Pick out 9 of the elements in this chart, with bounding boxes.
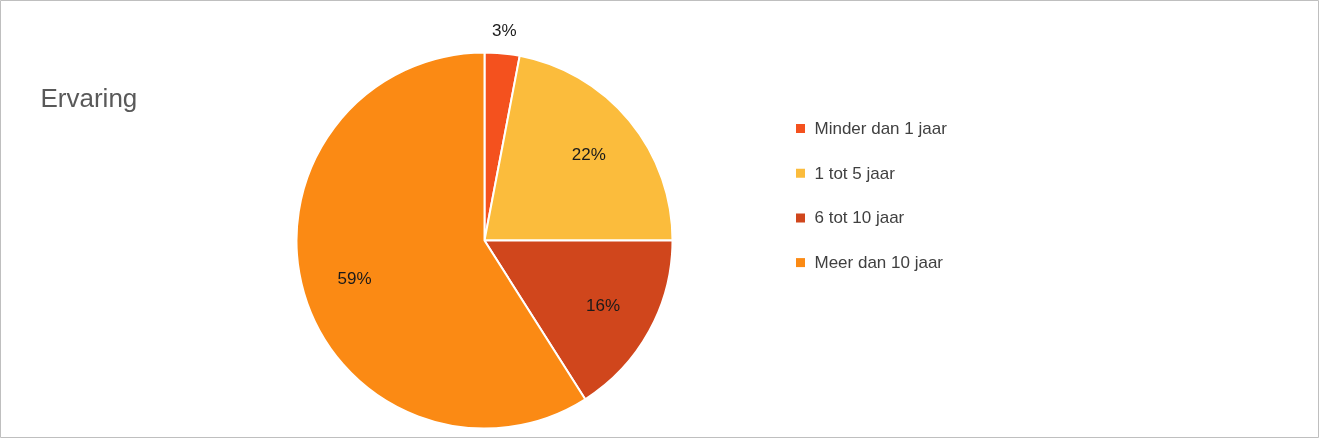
data-label: 16% bbox=[586, 296, 621, 316]
data-label: 22% bbox=[571, 144, 606, 164]
data-label: 3% bbox=[492, 21, 517, 41]
data-label: 59% bbox=[337, 268, 372, 288]
legend-label: Meer dan 10 jaar bbox=[814, 253, 944, 273]
text: Ervaring bbox=[40, 82, 138, 113]
legend-label: 6 tot 10 jaar bbox=[814, 208, 905, 228]
legend-label: 1 tot 5 jaar bbox=[814, 163, 896, 183]
legend-label: Minder dan 1 jaar bbox=[814, 119, 948, 138]
